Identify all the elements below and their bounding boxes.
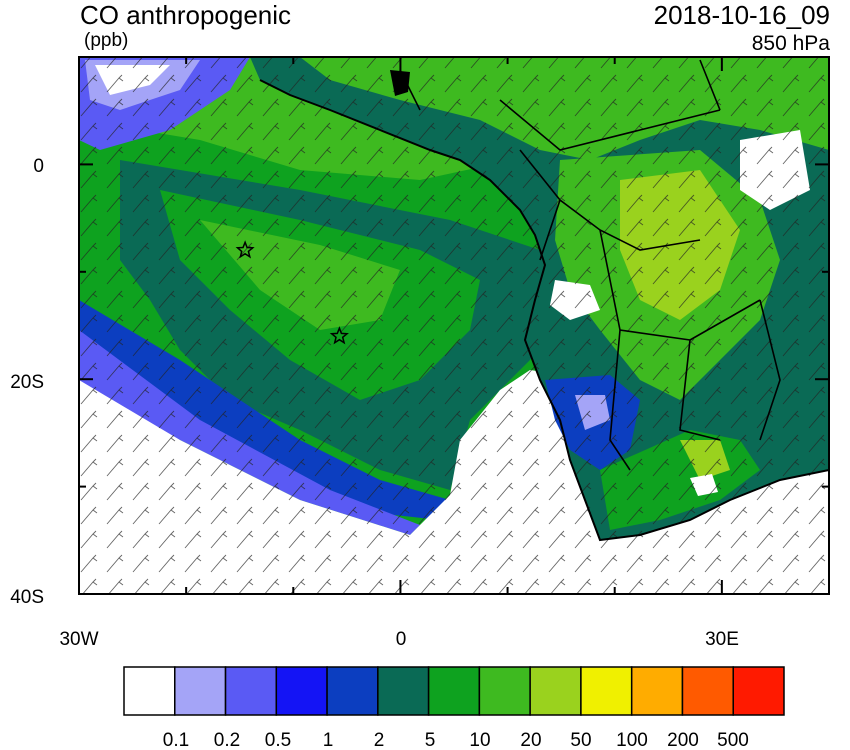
map-plot-area: [79, 57, 829, 594]
colorbar-swatch: [529, 666, 582, 716]
lon-tick-label-30e: 30E: [705, 629, 739, 650]
colorbar-swatch: [427, 666, 481, 716]
axis-ticks: [78, 56, 830, 595]
colorbar-label: 0.5: [265, 730, 291, 750]
colorbar-swatch: [377, 666, 430, 716]
colorbar-swatch: [326, 666, 379, 716]
lon-tick-label-0: 0: [396, 629, 407, 650]
colorbar-label: 20: [520, 730, 541, 750]
map-title: CO anthropogenic: [80, 0, 292, 30]
station-star-2: [329, 326, 349, 345]
wind-barbs: [79, 57, 829, 594]
lat-tick-label-40s: 40S: [10, 587, 44, 608]
map-frame: [78, 56, 830, 595]
colorbar-swatch: [123, 666, 176, 716]
colorbar-label: 2: [374, 730, 385, 750]
colorbar-label: 1: [323, 730, 334, 750]
country-borders: [399, 59, 781, 471]
colorbar-label: 500: [717, 730, 749, 750]
lake-volta: [390, 70, 410, 96]
lat-tick-label-0: 0: [33, 156, 44, 177]
colorbar-swatch: [224, 666, 278, 716]
colorbar-label: 200: [667, 730, 699, 750]
units-label: (ppb): [84, 30, 129, 51]
colorbar-label: 0.2: [214, 730, 240, 750]
coastline: [259, 79, 829, 542]
colorbar-swatch: [478, 666, 531, 716]
colorbar-label: 5: [425, 730, 436, 750]
datetime-label: 2018-10-16_09: [653, 0, 830, 30]
colorbar-label: 100: [616, 730, 648, 750]
colorbar-swatch: [580, 666, 633, 716]
pressure-level-label: 850 hPa: [751, 32, 830, 55]
colorbar-swatch: [174, 666, 227, 716]
colorbar-swatch: [681, 666, 734, 716]
colorbar-label: 50: [570, 730, 591, 750]
colorbar-swatch: [275, 666, 328, 716]
colorbar-swatch: [732, 666, 785, 716]
colorbar: [123, 666, 785, 716]
colorbar-swatch: [630, 666, 684, 716]
colorbar-label: 0.1: [163, 730, 189, 750]
station-markers: [235, 240, 349, 345]
lon-tick-label-30w: 30W: [59, 629, 98, 650]
colorbar-label: 10: [469, 730, 490, 750]
station-star-1: [235, 240, 255, 259]
lat-tick-label-20s: 20S: [10, 372, 44, 393]
